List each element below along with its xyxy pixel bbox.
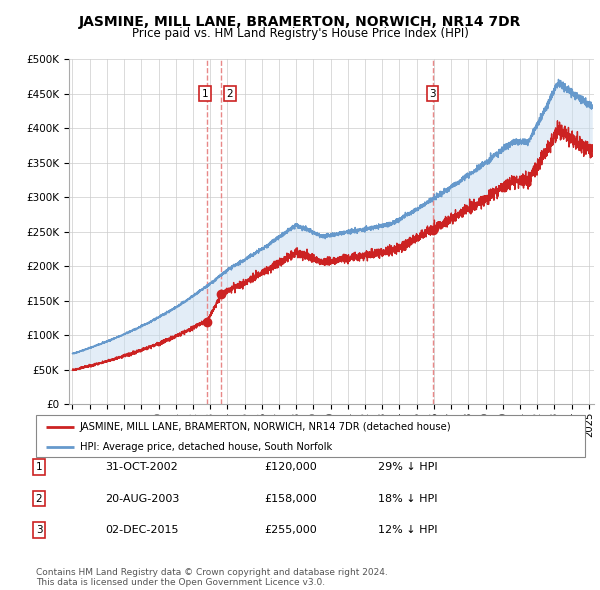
Text: 18% ↓ HPI: 18% ↓ HPI xyxy=(378,494,437,503)
Text: 3: 3 xyxy=(35,525,43,535)
Text: 29% ↓ HPI: 29% ↓ HPI xyxy=(378,463,437,472)
Text: 1: 1 xyxy=(35,463,43,472)
Text: 12% ↓ HPI: 12% ↓ HPI xyxy=(378,525,437,535)
Text: £120,000: £120,000 xyxy=(264,463,317,472)
Text: £255,000: £255,000 xyxy=(264,525,317,535)
Text: 20-AUG-2003: 20-AUG-2003 xyxy=(105,494,179,503)
FancyBboxPatch shape xyxy=(36,415,585,457)
Text: JASMINE, MILL LANE, BRAMERTON, NORWICH, NR14 7DR (detached house): JASMINE, MILL LANE, BRAMERTON, NORWICH, … xyxy=(80,422,452,432)
Text: 3: 3 xyxy=(429,88,436,99)
Text: 2: 2 xyxy=(35,494,43,503)
Text: 02-DEC-2015: 02-DEC-2015 xyxy=(105,525,179,535)
Text: Price paid vs. HM Land Registry's House Price Index (HPI): Price paid vs. HM Land Registry's House … xyxy=(131,27,469,40)
Text: HPI: Average price, detached house, South Norfolk: HPI: Average price, detached house, Sout… xyxy=(80,442,332,451)
Text: JASMINE, MILL LANE, BRAMERTON, NORWICH, NR14 7DR: JASMINE, MILL LANE, BRAMERTON, NORWICH, … xyxy=(79,15,521,29)
Text: Contains HM Land Registry data © Crown copyright and database right 2024.
This d: Contains HM Land Registry data © Crown c… xyxy=(36,568,388,587)
Text: 2: 2 xyxy=(226,88,233,99)
Text: 1: 1 xyxy=(202,88,208,99)
Text: 31-OCT-2002: 31-OCT-2002 xyxy=(105,463,178,472)
Text: £158,000: £158,000 xyxy=(264,494,317,503)
